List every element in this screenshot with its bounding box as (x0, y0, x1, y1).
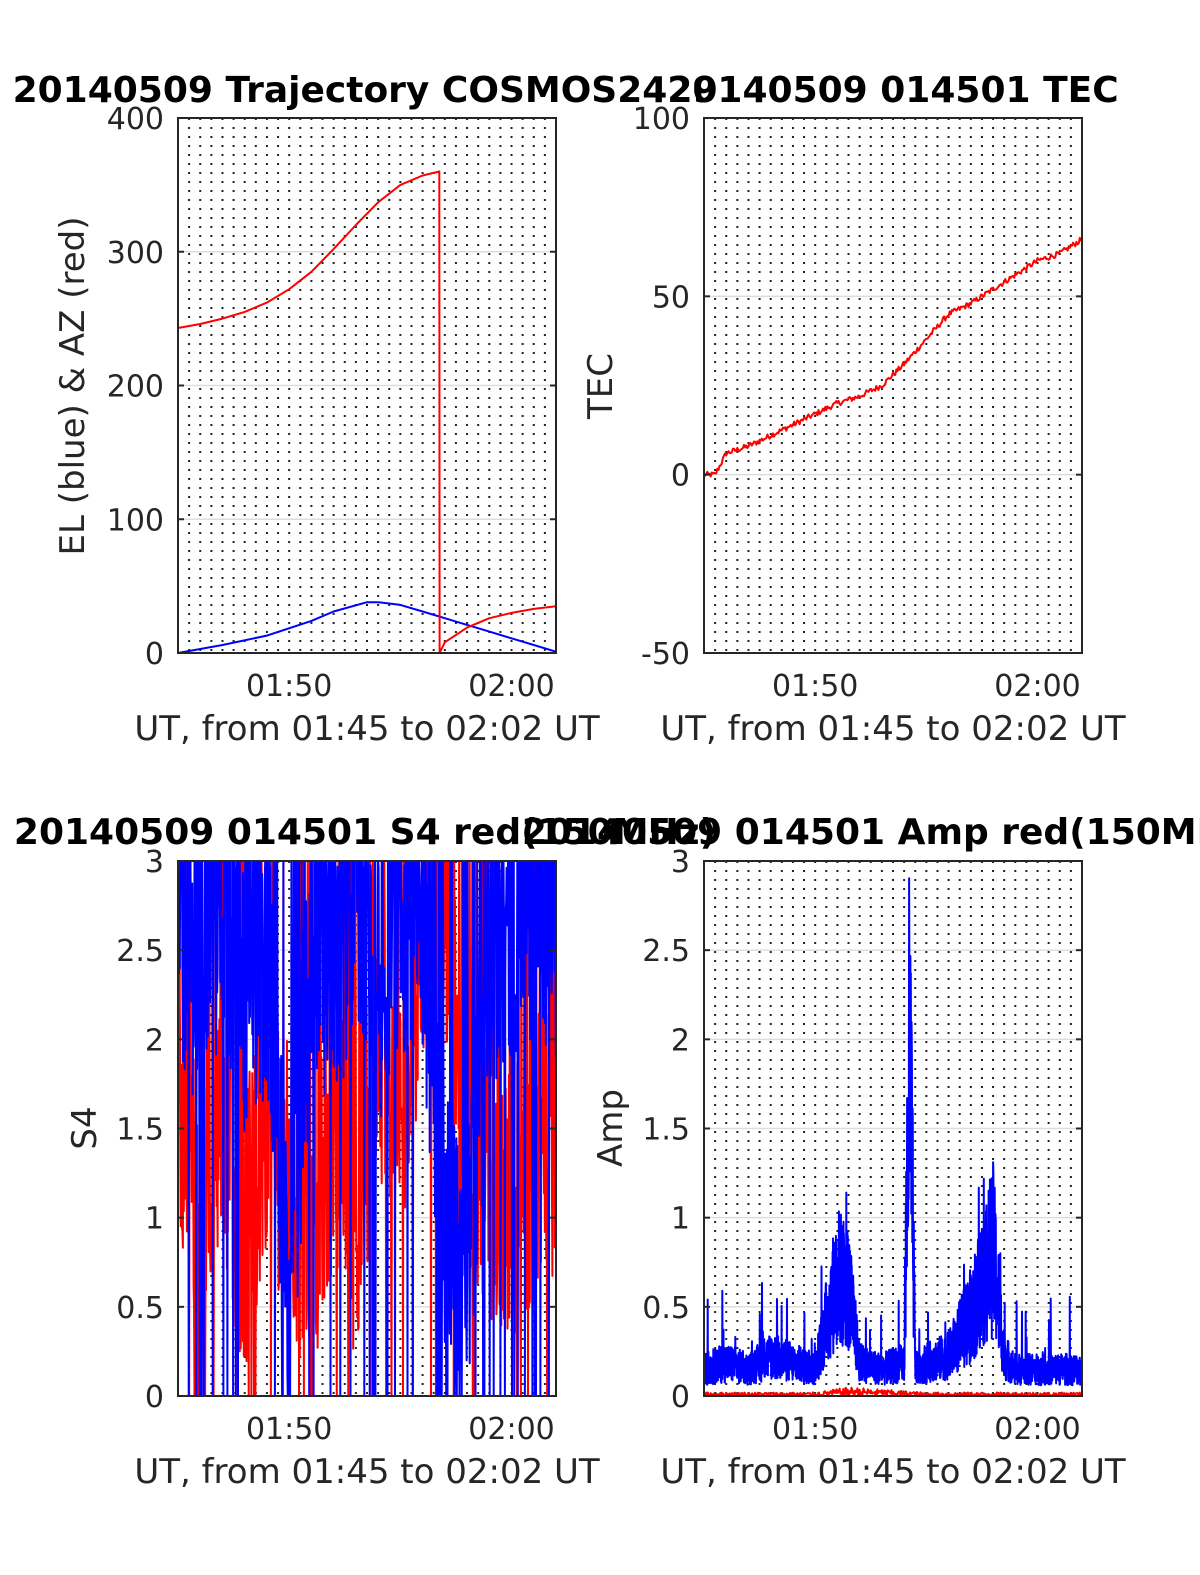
amp-xtick-label: 01:50 (772, 1412, 858, 1447)
amp-ytick-label: 2 (671, 1023, 690, 1058)
amp-panel: 0 0.5 1 1.5 2 2.5 3 01:50 02:00 20140509 014501 … (522, 812, 1200, 1492)
tec-xtick-label: 01:50 (772, 669, 858, 704)
s4-ytick-label: 0 (145, 1380, 164, 1415)
amp-ytick-label: 0 (671, 1380, 690, 1415)
tec-ytick-label: 100 (633, 102, 690, 137)
trajectory-ytick-label: 400 (107, 102, 164, 137)
tec-ytick-label: -50 (641, 637, 690, 672)
amp-series (703, 877, 1083, 1397)
amp-xtick-label: 02:00 (994, 1412, 1080, 1447)
s4-ylabel: S4 (65, 1106, 105, 1149)
trajectory-ytick-label: 300 (107, 236, 164, 271)
tec-xlabel: UT, from 01:45 to 02:02 UT (660, 709, 1126, 749)
trajectory-ytick-label: 200 (107, 370, 164, 405)
amp-ytick-label: 0.5 (642, 1291, 690, 1326)
tec-grid (704, 118, 1082, 653)
s4-ytick-label: 2 (145, 1023, 164, 1058)
amp-ylabel: Amp (591, 1089, 631, 1167)
s4-ytick-label: 1.5 (116, 1113, 164, 1148)
trajectory-grid (178, 118, 556, 653)
trajectory-ticks: 0 100 200 300 400 01:50 02:00 (107, 102, 556, 704)
tec-axes-frame (703, 117, 1083, 654)
amp-xlabel: UT, from 01:45 to 02:02 UT (660, 1452, 1126, 1492)
tec-ytick-label: 0 (671, 459, 690, 494)
amp-series-red (703, 1386, 1083, 1397)
s4-ytick-label: 0.5 (116, 1291, 164, 1326)
trajectory-ytick-label: 100 (107, 503, 164, 538)
s4-title: 20140509 014501 S4 red(150MHz) (14, 812, 716, 853)
tec-ticks: -50 0 50 100 01:50 02:00 (633, 102, 1082, 704)
trajectory-series-az (177, 170, 557, 654)
amp-ytick-label: 1 (671, 1202, 690, 1237)
tec-series (703, 236, 1083, 478)
s4-xtick-label: 02:00 (468, 1412, 554, 1447)
s4-ytick-label: 1 (145, 1202, 164, 1237)
trajectory-title: 20140509 Trajectory COSMOS2429 (13, 70, 718, 111)
trajectory-ylabel: EL (blue) & AZ (red) (53, 216, 93, 555)
s4-ytick-label: 2.5 (116, 934, 164, 969)
trajectory-xtick-label: 01:50 (246, 669, 332, 704)
trajectory-ytick-label: 0 (145, 637, 164, 672)
amp-ytick-label: 2.5 (642, 934, 690, 969)
trajectory-xlabel: UT, from 01:45 to 02:02 UT (134, 709, 600, 749)
trajectory-xtick-label: 02:00 (468, 669, 554, 704)
trajectory-series (177, 170, 557, 654)
tec-ytick-label: 50 (652, 280, 690, 315)
tec-xtick-label: 02:00 (994, 669, 1080, 704)
amp-ticks: 0 0.5 1 1.5 2 2.5 3 01:50 02:00 (642, 845, 1082, 1447)
s4-panel: 0 0.5 1 1.5 2 2.5 3 01:50 02:00 20140509 014501 … (14, 812, 716, 1492)
trajectory-series-el (177, 601, 557, 654)
tec-ylabel: TEC (581, 353, 621, 420)
s4-ticks: 0 0.5 1 1.5 2 2.5 3 01:50 02:00 (116, 845, 556, 1447)
amp-title: 20140509 014501 Amp red(150MHz) (522, 812, 1200, 853)
trajectory-panel: 0 100 200 300 400 01:50 02:00 20140509 Traject… (13, 70, 718, 749)
amp-series-blue (703, 877, 1083, 1387)
amp-ytick-label: 3 (671, 845, 690, 880)
amp-ytick-label: 1.5 (642, 1113, 690, 1148)
s4-ytick-label: 3 (145, 845, 164, 880)
s4-xtick-label: 01:50 (246, 1412, 332, 1447)
amp-grid (704, 861, 1082, 1396)
tec-title: 20140509 014501 TEC (667, 70, 1118, 111)
tec-series-red (703, 236, 1083, 478)
s4-xlabel: UT, from 01:45 to 02:02 UT (134, 1452, 600, 1492)
